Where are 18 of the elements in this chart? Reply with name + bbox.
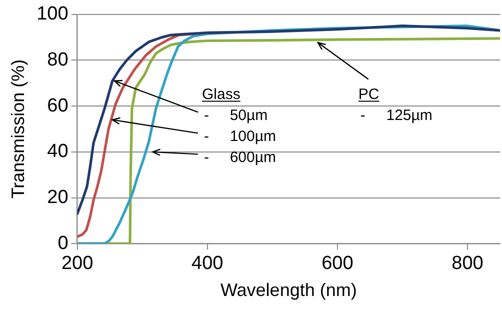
annotation: - 100µm (204, 128, 276, 146)
y-axis-title: Transmission (%) (8, 59, 28, 199)
x-tick-label: 800 (452, 253, 484, 274)
y-tick-label: 20 (47, 186, 68, 208)
y-tick-label: 40 (47, 141, 68, 162)
annotation: - 125µm (360, 107, 432, 124)
annotation: - 50µm (204, 107, 268, 124)
annotation: - 600µm (204, 149, 276, 166)
annotation: Glass (202, 86, 240, 104)
y-tick-label: 80 (47, 49, 68, 70)
x-tick-label: 400 (192, 253, 224, 274)
x-tick-label: 600 (322, 253, 354, 274)
y-tick-label: 100 (36, 4, 68, 25)
x-axis-title: Wavelength (nm) (220, 280, 357, 300)
x-tick-label: 200 (61, 253, 94, 274)
annotation: PC (358, 86, 380, 104)
y-tick-label: 60 (47, 95, 68, 116)
y-tick-label: 0 (58, 232, 68, 254)
